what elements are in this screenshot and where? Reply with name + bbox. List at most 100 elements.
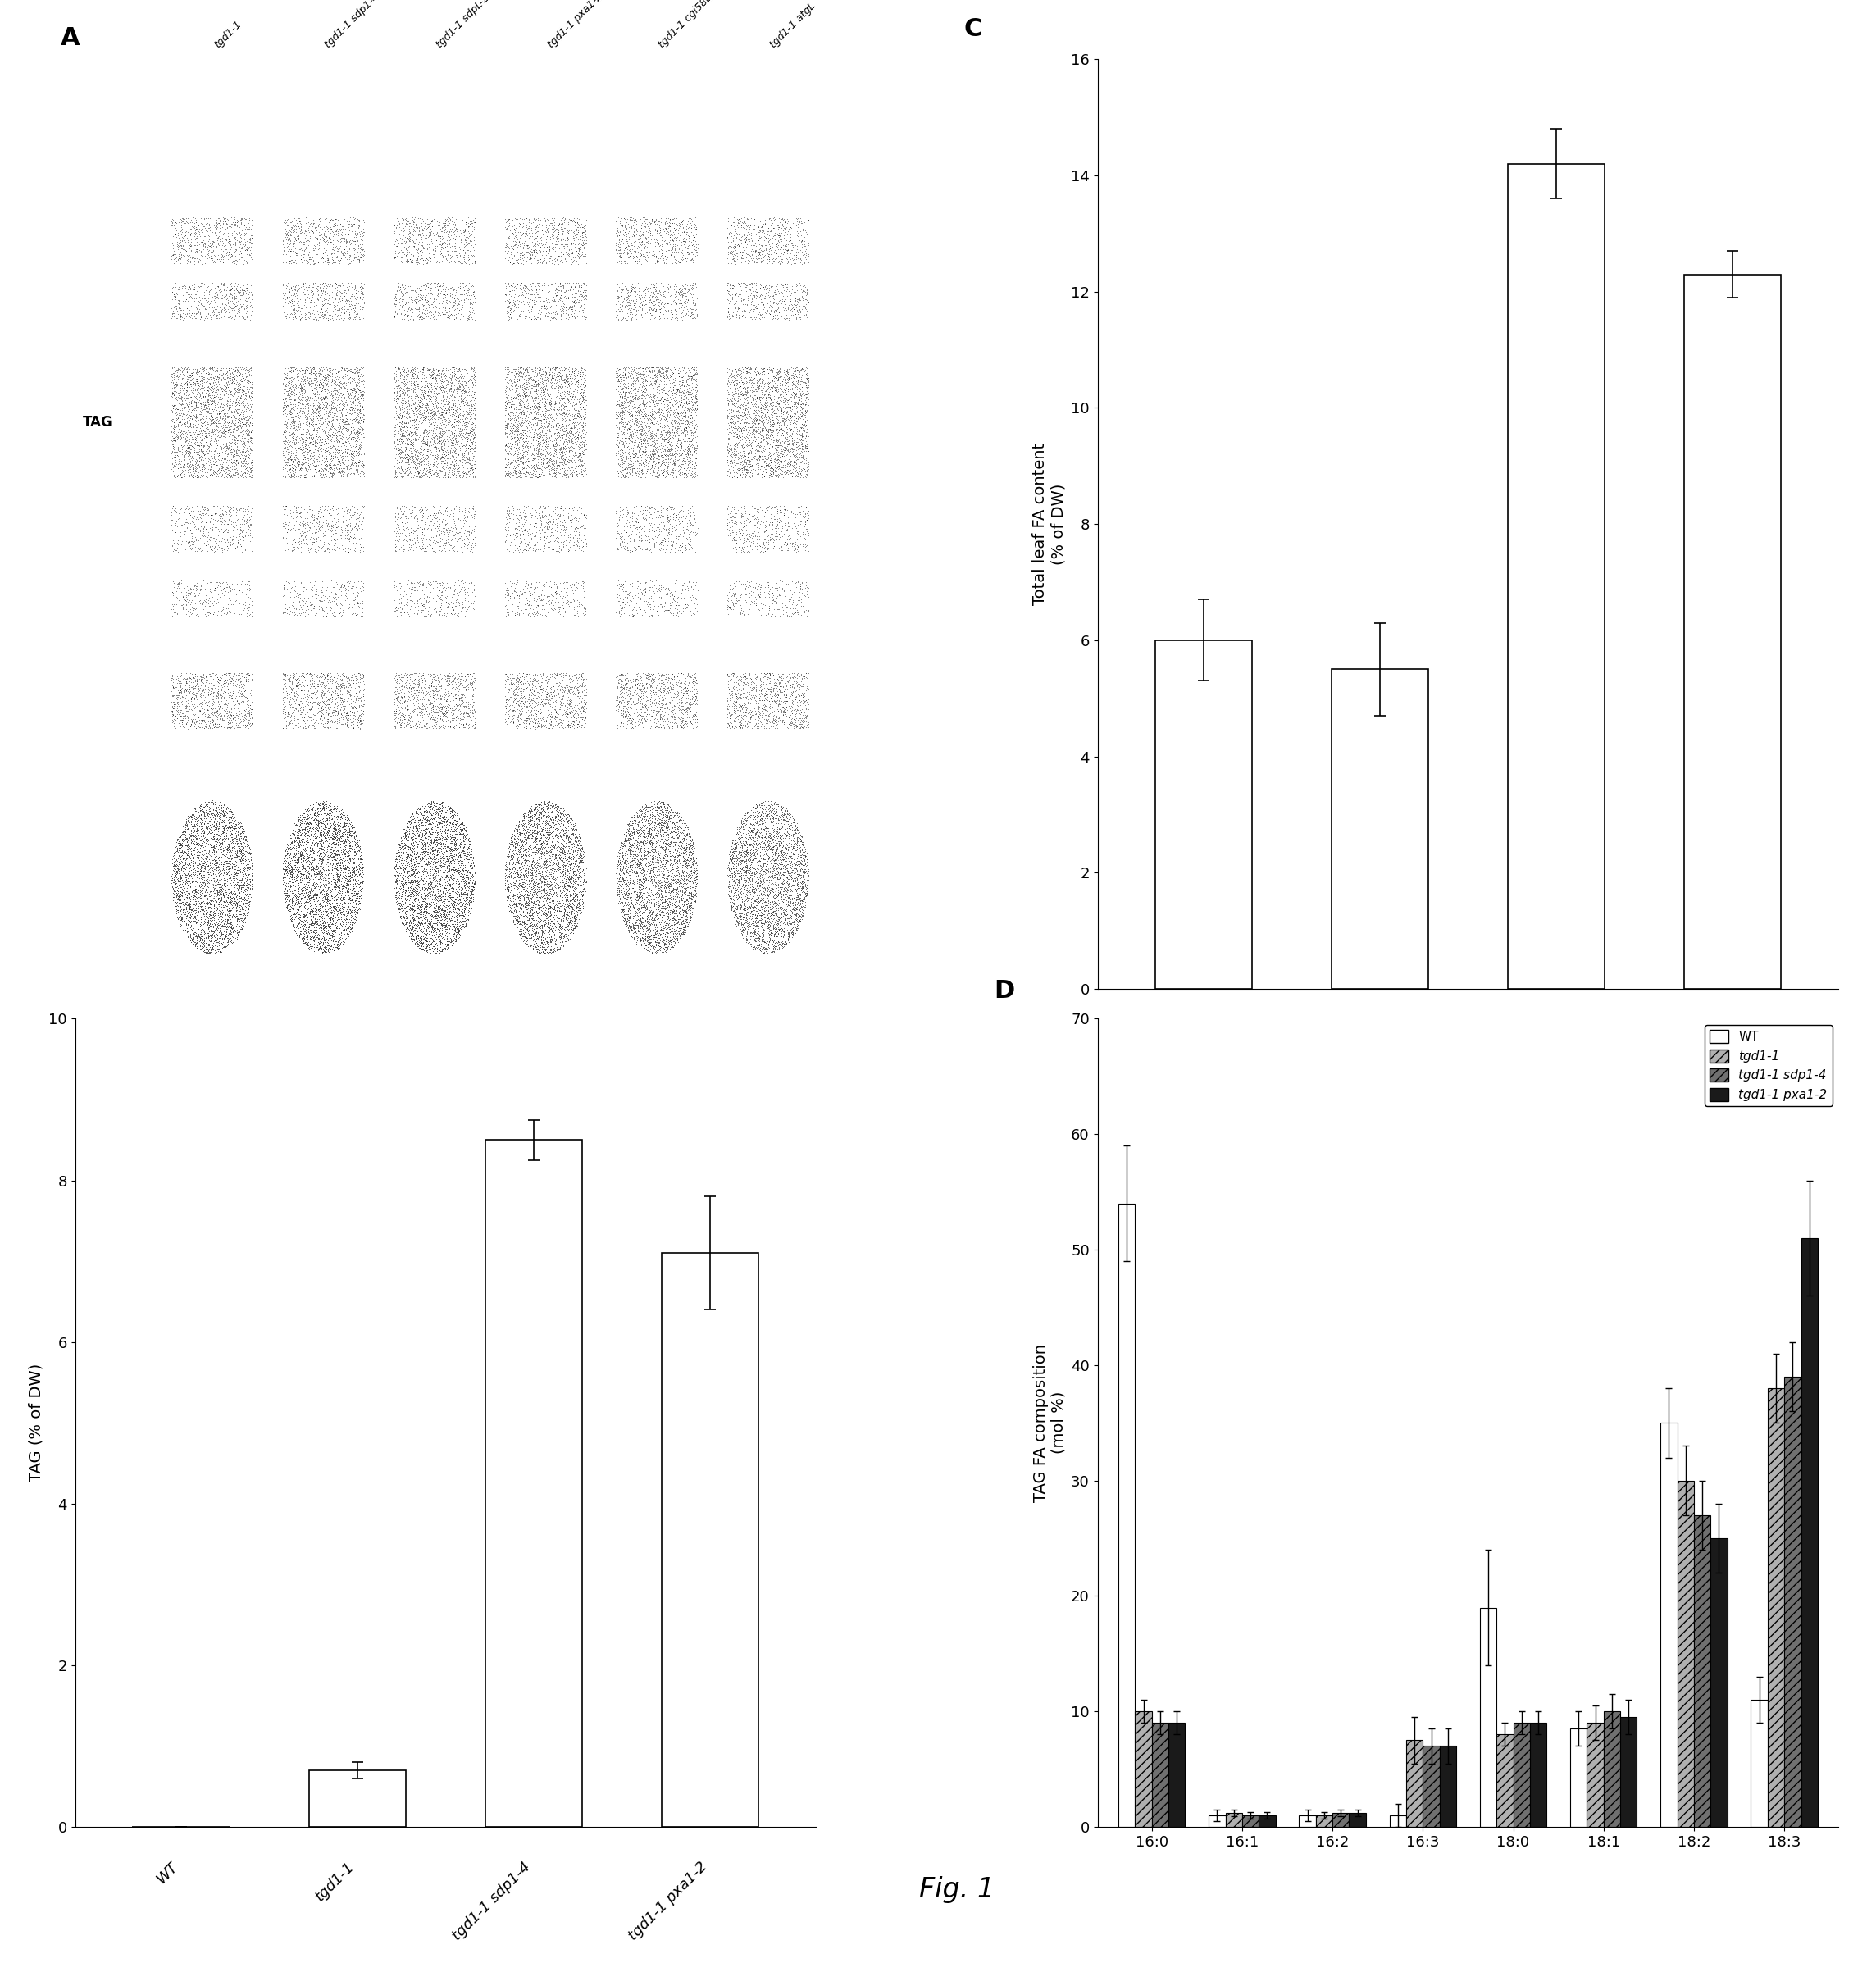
Point: [741, 683, 771, 715]
Point: [741, 531, 771, 563]
Point: [737, 806, 767, 838]
Point: [752, 448, 782, 479]
Point: [274, 507, 304, 539]
Point: [557, 856, 587, 887]
Point: [285, 234, 315, 265]
Point: [390, 438, 420, 469]
Point: [236, 376, 266, 408]
Point: [452, 887, 482, 919]
Point: [664, 507, 694, 539]
Point: [512, 868, 542, 899]
Point: [555, 901, 585, 933]
Point: [529, 289, 559, 321]
Point: [456, 691, 486, 723]
Point: [310, 458, 340, 489]
Point: [191, 271, 221, 303]
Point: [673, 882, 704, 913]
Point: [390, 905, 420, 937]
Point: [525, 426, 555, 458]
Point: [784, 428, 814, 460]
Point: [392, 238, 422, 269]
Point: [167, 679, 197, 711]
Point: [428, 703, 458, 735]
Point: [544, 907, 574, 939]
Point: [518, 909, 548, 941]
Point: [747, 283, 777, 315]
Point: [628, 891, 658, 923]
Point: [604, 668, 634, 699]
Point: [445, 576, 475, 608]
Point: [548, 293, 578, 325]
Point: [171, 507, 201, 539]
Point: [174, 840, 204, 872]
Point: [403, 218, 433, 250]
Point: [214, 880, 244, 911]
Point: [430, 456, 460, 487]
Point: [302, 882, 332, 913]
Point: [445, 860, 475, 891]
Point: [749, 913, 779, 945]
Point: [786, 887, 816, 919]
Point: [206, 462, 236, 493]
Point: [557, 876, 587, 907]
Point: [184, 830, 214, 862]
Point: [628, 836, 658, 868]
Point: [771, 301, 801, 333]
Point: [754, 519, 784, 551]
Point: [623, 578, 653, 610]
Point: [171, 666, 201, 697]
Point: [497, 822, 527, 854]
Point: [722, 414, 752, 446]
Point: [276, 444, 306, 475]
Point: [617, 802, 647, 834]
Point: [385, 434, 415, 466]
Point: [424, 210, 454, 242]
Point: [758, 804, 788, 836]
Point: [717, 434, 747, 466]
Point: [518, 495, 548, 527]
Point: [497, 430, 527, 462]
Point: [613, 291, 643, 323]
Point: [325, 844, 355, 876]
Point: [212, 426, 242, 458]
Point: [636, 206, 666, 238]
Point: [268, 396, 298, 428]
Point: [647, 858, 677, 889]
Point: [336, 870, 366, 901]
Point: [270, 489, 300, 521]
Point: [675, 458, 705, 489]
Point: [756, 679, 786, 711]
Point: [628, 355, 658, 386]
Point: [655, 856, 685, 887]
Point: [401, 418, 431, 450]
Point: [495, 386, 525, 418]
Point: [403, 279, 433, 311]
Point: [642, 929, 672, 961]
Point: [212, 832, 242, 864]
Point: [741, 244, 771, 275]
Point: [784, 822, 814, 854]
Point: [550, 232, 580, 263]
Point: [628, 303, 658, 335]
Point: [195, 852, 225, 884]
Point: [334, 909, 364, 941]
Point: [295, 511, 325, 543]
Point: [274, 868, 304, 899]
Point: [313, 886, 343, 917]
Point: [649, 590, 679, 622]
Point: [612, 872, 642, 903]
Point: [325, 840, 355, 872]
Point: [782, 858, 812, 889]
Point: [531, 248, 561, 279]
Point: [326, 691, 356, 723]
Point: [565, 361, 595, 392]
Point: [197, 408, 227, 440]
Point: [608, 882, 638, 913]
Point: [724, 858, 754, 889]
Point: [210, 921, 240, 953]
Point: [769, 384, 799, 416]
Point: [418, 521, 448, 553]
Point: [767, 925, 797, 957]
Point: [300, 886, 330, 917]
Point: [630, 388, 660, 420]
